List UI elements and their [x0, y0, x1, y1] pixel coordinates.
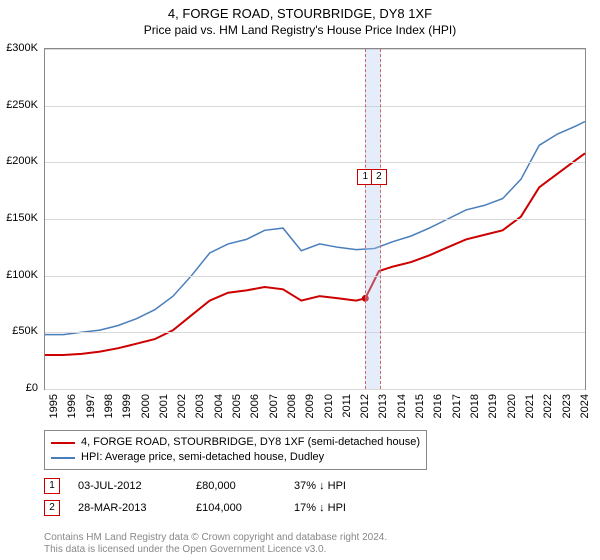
- y-axis-labels: £0£50K£100K£150K£200K£250K£300K: [0, 48, 42, 388]
- y-tick-label: £100K: [6, 269, 38, 281]
- footer-line1: Contains HM Land Registry data © Crown c…: [44, 532, 387, 544]
- x-tick-label: 1996: [66, 394, 78, 418]
- chart-container: 4, FORGE ROAD, STOURBRIDGE, DY8 1XF Pric…: [0, 0, 600, 560]
- gridline: [45, 49, 585, 50]
- x-tick-label: 2006: [249, 394, 261, 418]
- marker-band: [365, 49, 381, 389]
- legend: 4, FORGE ROAD, STOURBRIDGE, DY8 1XF (sem…: [44, 430, 427, 470]
- x-tick-label: 2010: [323, 394, 335, 418]
- x-tick-label: 1997: [85, 394, 97, 418]
- x-tick-label: 2016: [432, 394, 444, 418]
- sale-num: 1: [44, 478, 60, 494]
- x-tick-label: 2023: [561, 394, 573, 418]
- x-tick-label: 2004: [213, 394, 225, 418]
- x-axis-labels: 1995 1996 1997 1998 1999 2000 2001 2002 2003 2004…: [44, 392, 584, 432]
- x-tick-label: 2013: [377, 394, 389, 418]
- x-tick-label: 2021: [524, 394, 536, 418]
- sale-price: £104,000: [196, 502, 276, 514]
- chart-title: 4, FORGE ROAD, STOURBRIDGE, DY8 1XF: [0, 0, 600, 21]
- x-tick-label: 2003: [194, 394, 206, 418]
- y-tick-label: £0: [26, 382, 38, 394]
- x-tick-label: 2019: [487, 394, 499, 418]
- legend-swatch-hpi: [51, 457, 75, 459]
- gridline: [45, 332, 585, 333]
- sale-row: 1 03-JUL-2012 £80,000 37% ↓ HPI: [44, 478, 584, 494]
- sale-num: 2: [44, 500, 60, 516]
- x-tick-label: 2011: [341, 394, 353, 418]
- marker-label: 2: [371, 169, 387, 185]
- x-tick-label: 2002: [176, 394, 188, 418]
- x-tick-label: 2014: [396, 394, 408, 418]
- y-tick-label: £50K: [12, 325, 38, 337]
- x-tick-label: 2015: [414, 394, 426, 418]
- x-tick-label: 2000: [140, 394, 152, 418]
- legend-swatch-property: [51, 442, 75, 444]
- y-tick-label: £150K: [6, 212, 38, 224]
- x-tick-label: 2017: [451, 394, 463, 418]
- legend-item-hpi: HPI: Average price, semi-detached house,…: [51, 450, 420, 465]
- x-tick-label: 2001: [158, 394, 170, 418]
- x-tick-label: 2012: [359, 394, 371, 418]
- sale-date: 03-JUL-2012: [78, 480, 178, 492]
- sale-row: 2 28-MAR-2013 £104,000 17% ↓ HPI: [44, 500, 584, 516]
- x-tick-label: 1998: [103, 394, 115, 418]
- legend-label-hpi: HPI: Average price, semi-detached house,…: [81, 450, 324, 465]
- y-tick-label: £250K: [6, 99, 38, 111]
- sale-delta: 37% ↓ HPI: [294, 480, 404, 492]
- x-tick-label: 1995: [48, 394, 60, 418]
- series-property: [45, 153, 585, 355]
- sale-price: £80,000: [196, 480, 276, 492]
- gridline: [45, 219, 585, 220]
- chart-subtitle: Price paid vs. HM Land Registry's House …: [0, 21, 600, 37]
- gridline: [45, 162, 585, 163]
- footer-line2: This data is licensed under the Open Gov…: [44, 544, 387, 556]
- x-tick-label: 2024: [579, 394, 591, 418]
- x-tick-label: 2018: [469, 394, 481, 418]
- sale-table: 1 03-JUL-2012 £80,000 37% ↓ HPI 2 28-MAR-2013…: [44, 478, 584, 522]
- gridline: [45, 106, 585, 107]
- legend-label-property: 4, FORGE ROAD, STOURBRIDGE, DY8 1XF (sem…: [81, 435, 420, 450]
- x-tick-label: 2009: [304, 394, 316, 418]
- x-tick-label: 2020: [506, 394, 518, 418]
- x-tick-label: 2008: [286, 394, 298, 418]
- x-tick-label: 1999: [121, 394, 133, 418]
- legend-item-property: 4, FORGE ROAD, STOURBRIDGE, DY8 1XF (sem…: [51, 435, 420, 450]
- y-tick-label: £300K: [6, 42, 38, 54]
- x-tick-label: 2022: [542, 394, 554, 418]
- sale-date: 28-MAR-2013: [78, 502, 178, 514]
- y-tick-label: £200K: [6, 155, 38, 167]
- plot-area: 12: [44, 48, 586, 390]
- gridline: [45, 276, 585, 277]
- x-tick-label: 2005: [231, 394, 243, 418]
- x-tick-label: 2007: [268, 394, 280, 418]
- footer: Contains HM Land Registry data © Crown c…: [44, 532, 387, 556]
- gridline: [45, 389, 585, 390]
- sale-delta: 17% ↓ HPI: [294, 502, 404, 514]
